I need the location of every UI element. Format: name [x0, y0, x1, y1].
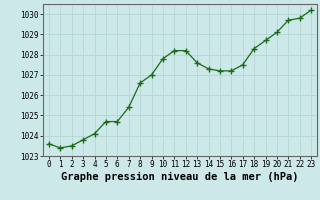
X-axis label: Graphe pression niveau de la mer (hPa): Graphe pression niveau de la mer (hPa)	[61, 172, 299, 182]
